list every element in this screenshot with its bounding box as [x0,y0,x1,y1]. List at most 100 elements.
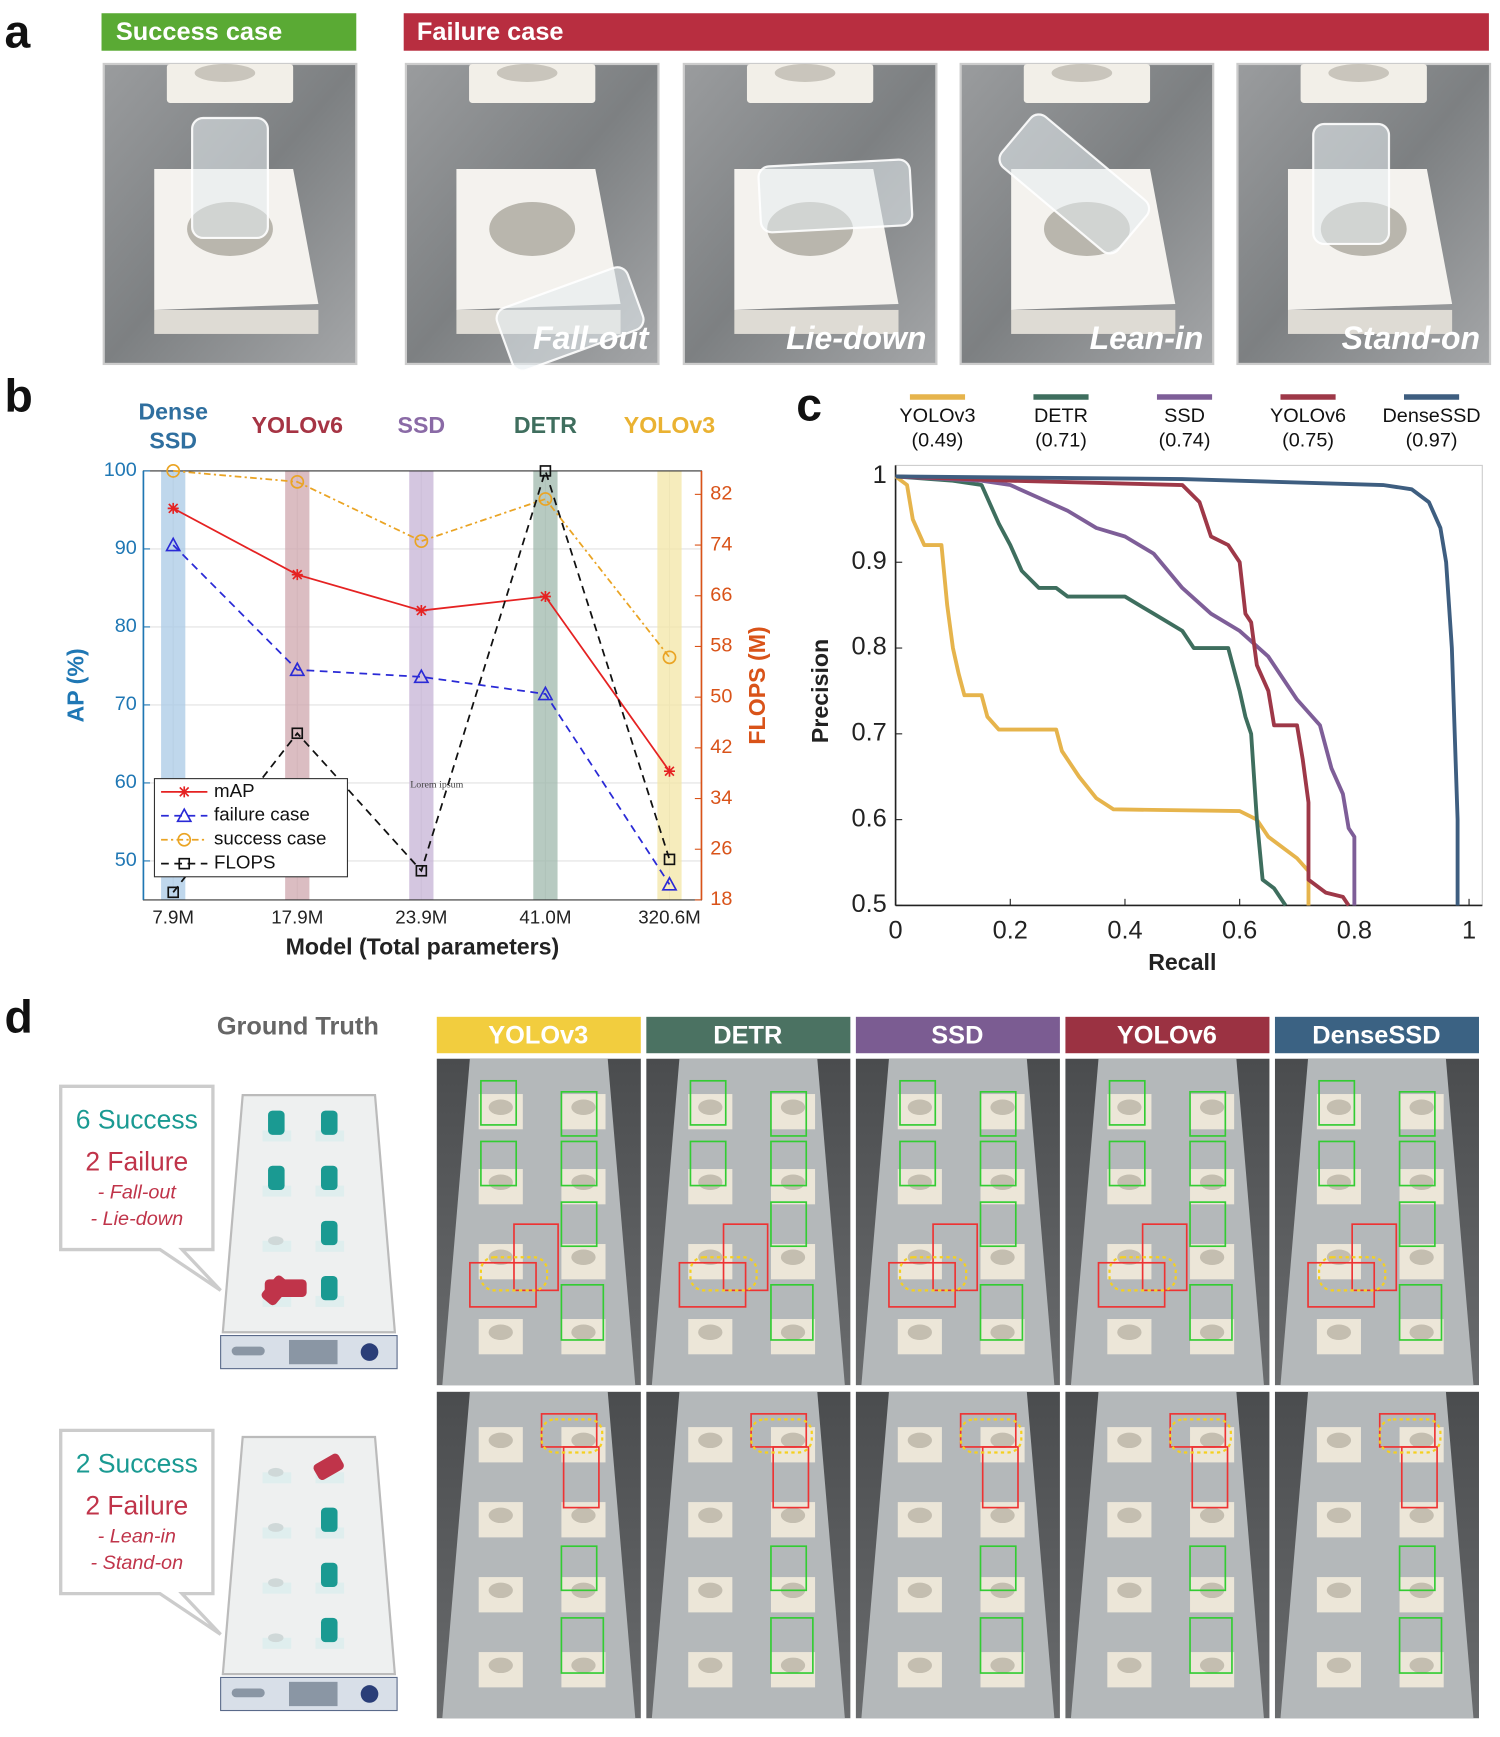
holder-hole [907,1582,932,1599]
legend-label: YOLOv3 [899,405,975,427]
y2-tick-label: 74 [710,533,732,555]
vial-icon [320,1562,338,1588]
y2-tick-label: 26 [710,837,732,859]
x-tick-label: 17.9M [271,907,323,928]
detection-image [1065,1058,1270,1386]
slot [262,1582,292,1594]
tray [1070,1058,1264,1386]
base-button [360,1343,379,1361]
holder-hole [1199,1507,1225,1524]
detection-box [1189,1201,1227,1248]
gt-title: Ground Truth [217,1013,379,1041]
gt-outline [479,1256,549,1292]
holder-hole [1117,1582,1142,1599]
detection-box [560,1140,598,1187]
x-tick-label: 320.6M [638,907,701,928]
photo [404,62,660,372]
holder-hole [194,63,256,82]
slot [315,1472,345,1484]
detection-box [469,1261,537,1308]
marker-square [663,853,676,866]
detection-box [1189,1284,1233,1341]
detection-box [1318,1079,1356,1126]
holder-hole [571,1324,596,1340]
detection-box [1097,1261,1166,1308]
callout-success: 2 Success [76,1449,198,1479]
holder-hole [698,1099,723,1115]
tray [861,1391,1055,1719]
model-header-text: YOLOv3 [488,1021,588,1049]
holder-hole [990,1507,1015,1524]
x-tick-label: 0 [889,917,903,945]
holder-hole [698,1582,723,1599]
photo [1236,62,1492,366]
detection-box [1307,1261,1376,1308]
y-tick-label: 80 [115,615,137,637]
detection-image [1065,1391,1270,1719]
model-label: DETR [514,412,577,438]
y2-tick-label: 18 [710,888,732,910]
holder-hole [907,1432,932,1449]
holder-hole [1117,1324,1142,1340]
vial-icon [320,1507,338,1532]
holder-hole [907,1324,932,1340]
holder-hole [1117,1099,1142,1115]
model-header-text: SSD [931,1021,983,1049]
marker-circle [538,492,553,506]
y-axis-label: AP (%) [62,648,88,722]
gt-outline [749,1418,813,1454]
holder-hole [774,63,836,82]
base-panel [289,1681,338,1707]
detection-image [436,1391,641,1719]
holder-hole [990,1249,1015,1265]
marker-triangle [289,661,306,677]
callout-mode: - Fall-out [98,1182,178,1204]
holder-hole [1199,1174,1225,1190]
pr-curve [894,474,1311,906]
holder-hole [571,1099,596,1115]
legend-ap: (0.75) [1282,429,1334,451]
detection-box [770,1140,808,1187]
legend-label: failure case [214,804,310,825]
detection-box [1189,1140,1227,1187]
holder-hole [571,1432,596,1449]
slot [262,1185,292,1197]
slot [262,1130,292,1142]
model-band [657,470,682,900]
vial-icon [268,1165,285,1190]
tray [442,1058,636,1386]
model-label: Dense [138,399,208,425]
x-tick-label: 0.6 [1222,917,1257,945]
vial-icon [320,1220,338,1246]
legend-label: DenseSSD [1382,405,1480,427]
x-axis-label: Model (Total parameters) [286,934,560,960]
gt-outline [540,1418,604,1454]
detection-image [855,1058,1060,1386]
pr-curve [895,474,1357,906]
marker-star [663,765,676,777]
pr-curve [895,474,1460,906]
base-slot [231,1688,265,1698]
detection-box [560,1284,605,1341]
marker-circle [166,464,181,478]
detection-box [560,1545,598,1592]
callout-failure: 2 Failure [85,1491,188,1521]
holder-hole [1326,1507,1352,1524]
holder-hole [1409,1174,1434,1190]
holder-hole [907,1099,932,1115]
slot [262,1637,292,1649]
detection-image [646,1391,851,1719]
detection-image [1274,1391,1479,1719]
holder-hole [571,1507,596,1524]
callout-mode: - Lie-down [90,1208,183,1230]
holder-hole [1326,1099,1352,1115]
marker-triangle [413,668,430,684]
detection-image [436,1058,641,1386]
model-header-text: DenseSSD [1312,1021,1440,1049]
tray [651,1391,845,1719]
holder-hole [1326,1432,1352,1449]
y2-axis-label: FLOPS (M) [744,626,770,744]
holder-hole [488,1324,513,1340]
marker-square [415,864,428,877]
